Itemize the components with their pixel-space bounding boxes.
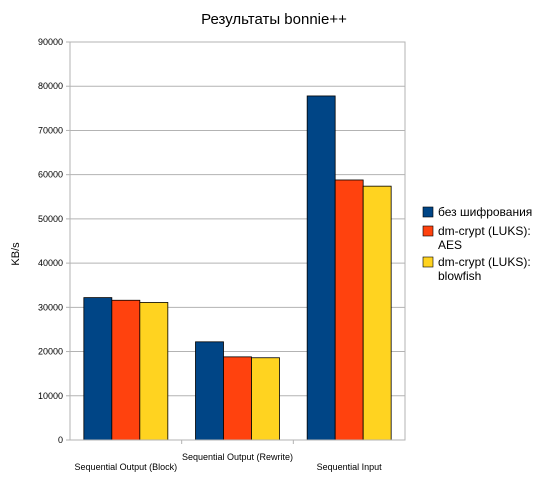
y-tick-label: 0 xyxy=(58,435,63,445)
y-tick-label: 10000 xyxy=(38,391,63,401)
bar xyxy=(251,357,280,441)
bar xyxy=(223,356,252,441)
x-tick-label: Sequential Output (Block) xyxy=(75,462,178,472)
legend: без шифрования dm-crypt (LUKS): AES dm-cryp… xyxy=(422,205,532,283)
x-tick-label: Sequential Output (Rewrite) xyxy=(182,452,293,462)
bar xyxy=(195,341,224,441)
legend-label: без шифрования xyxy=(438,205,532,219)
plot-area-frame xyxy=(69,41,406,441)
y-axis-label: KB/s xyxy=(10,242,22,266)
x-tick-label: Sequential Input xyxy=(317,462,383,472)
y-tick-label: 50000 xyxy=(38,214,63,224)
y-tick-label: 30000 xyxy=(38,302,63,312)
bar xyxy=(362,185,392,441)
legend-swatch xyxy=(422,225,434,237)
y-axis-ticks: 0 10000 20000 30000 40000 50000 60000 70000 8000… xyxy=(38,37,70,445)
bar xyxy=(139,302,169,441)
legend-swatch xyxy=(422,256,434,268)
y-tick-label: 80000 xyxy=(38,81,63,91)
chart-title: Результаты bonnie++ xyxy=(201,11,347,28)
bar xyxy=(306,95,336,441)
y-tick-label: 90000 xyxy=(38,37,63,47)
bars xyxy=(83,95,392,441)
x-axis-ticks: Sequential Output (Block) Sequential Outp… xyxy=(75,440,383,472)
legend-label: dm-crypt (LUKS): AES xyxy=(438,224,531,252)
y-tick-label: 60000 xyxy=(38,170,63,180)
bar xyxy=(83,297,113,441)
bar xyxy=(334,179,364,441)
legend-swatch xyxy=(422,206,434,218)
y-tick-label: 40000 xyxy=(38,258,63,268)
bar xyxy=(111,299,141,441)
y-tick-label: 20000 xyxy=(38,347,63,357)
y-tick-label: 70000 xyxy=(38,125,63,135)
legend-label: dm-crypt (LUKS): blowfish xyxy=(438,255,531,283)
